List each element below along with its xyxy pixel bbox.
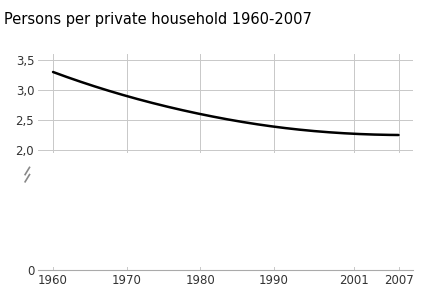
Text: Persons per private household 1960-2007: Persons per private household 1960-2007	[4, 12, 312, 27]
Bar	[38, 153, 413, 267]
